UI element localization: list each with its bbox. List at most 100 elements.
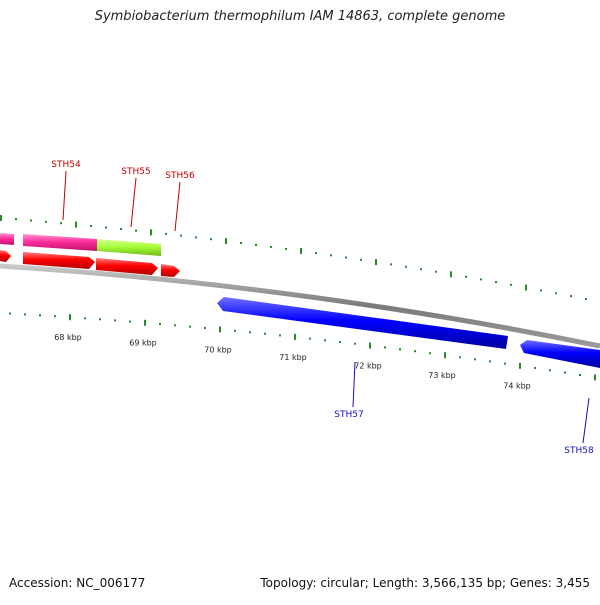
minor-tick xyxy=(189,325,191,328)
minor-tick xyxy=(204,327,206,329)
major-tick xyxy=(525,284,527,291)
feature-magenta-left xyxy=(0,233,14,245)
minor-tick xyxy=(585,298,587,300)
accession-text: Accession: NC_006177 xyxy=(9,576,146,590)
minor-tick xyxy=(234,329,236,332)
genome-summary-text: Topology: circular; Length: 3,566,135 bp… xyxy=(260,576,590,590)
minor-tick xyxy=(315,252,317,255)
major-tick xyxy=(369,342,371,349)
minor-tick xyxy=(390,263,392,266)
scale-label: 68 kbp xyxy=(54,333,82,342)
minor-tick xyxy=(195,236,197,239)
gene-label-forward: STH55 xyxy=(121,167,150,177)
minor-tick xyxy=(480,278,482,281)
major-tick xyxy=(519,362,521,369)
minor-tick xyxy=(330,254,332,257)
gene-leader-line xyxy=(582,397,590,444)
scale-label: 72 kbp xyxy=(354,361,382,370)
minor-tick xyxy=(39,314,41,317)
minor-tick xyxy=(429,352,431,355)
minor-tick xyxy=(285,247,287,250)
scale-label: 74 kbp xyxy=(503,382,531,391)
cds-forward-arrow xyxy=(23,252,95,269)
minor-tick xyxy=(510,283,512,286)
minor-tick xyxy=(165,232,167,235)
major-tick xyxy=(0,215,2,221)
minor-tick xyxy=(420,268,422,271)
minor-tick xyxy=(555,292,557,295)
minor-tick xyxy=(564,371,566,374)
minor-tick xyxy=(90,225,92,227)
annotation-labels: 68 kbp 69 kbp 70 kbp 71 kbp 72 kbp 73 kbp 74 k… xyxy=(51,160,594,456)
minor-tick xyxy=(129,320,131,323)
page-title: Symbiobacterium thermophilum IAM 14863, … xyxy=(94,9,506,24)
minor-tick xyxy=(534,367,536,369)
feature-green xyxy=(97,239,161,256)
major-tick xyxy=(225,238,227,245)
genome-backbone xyxy=(0,263,600,349)
minor-tick xyxy=(30,219,32,222)
minor-tick xyxy=(54,315,56,318)
minor-tick xyxy=(540,289,542,292)
minor-tick xyxy=(180,234,182,237)
major-tick xyxy=(150,229,152,236)
minor-tick xyxy=(384,346,386,349)
gene-label-reverse: STH57 xyxy=(334,410,363,420)
minor-tick xyxy=(270,245,272,248)
minor-tick xyxy=(45,220,47,223)
gene-label-forward: STH54 xyxy=(51,160,81,170)
major-tick xyxy=(300,248,302,254)
minor-tick xyxy=(255,243,257,246)
minor-tick xyxy=(24,313,26,316)
scale-label: 71 kbp xyxy=(279,353,307,362)
minor-tick xyxy=(15,218,17,221)
minor-tick xyxy=(495,281,497,284)
minor-tick xyxy=(435,270,437,273)
minor-tick xyxy=(99,318,101,321)
minor-tick xyxy=(504,362,506,365)
minor-tick xyxy=(114,319,116,322)
cds-forward-arrow xyxy=(96,258,158,275)
cds-forward-arrow xyxy=(0,250,11,262)
minor-tick xyxy=(60,222,62,225)
cds-reverse-arrow xyxy=(217,297,508,349)
scale-label: 69 kbp xyxy=(129,339,157,348)
major-tick xyxy=(219,326,221,333)
minor-tick xyxy=(120,228,122,230)
gene-leader-line xyxy=(174,181,181,232)
major-tick xyxy=(144,319,146,326)
minor-tick xyxy=(489,360,491,363)
major-tick xyxy=(444,352,446,359)
minor-tick xyxy=(210,238,212,241)
minor-tick xyxy=(414,350,416,353)
scale-label: 73 kbp xyxy=(428,371,456,380)
minor-tick xyxy=(84,317,86,320)
minor-tick xyxy=(345,256,347,259)
minor-tick xyxy=(405,265,407,268)
minor-tick xyxy=(249,331,251,334)
scale-label: 70 kbp xyxy=(204,345,232,354)
minor-tick xyxy=(159,323,161,325)
feature-magenta xyxy=(23,234,97,251)
major-tick xyxy=(450,271,452,278)
gene-leader-line xyxy=(130,177,137,228)
minor-tick xyxy=(549,369,551,372)
minor-tick xyxy=(474,358,476,361)
minor-tick xyxy=(9,312,11,315)
minor-tick xyxy=(105,226,107,229)
minor-tick xyxy=(174,324,176,327)
tick-marks xyxy=(0,215,596,381)
major-tick xyxy=(75,221,77,228)
gene-label-reverse: STH58 xyxy=(564,446,594,456)
major-tick xyxy=(69,314,71,321)
minor-tick xyxy=(459,356,461,359)
major-tick xyxy=(594,374,596,381)
major-tick xyxy=(294,333,296,340)
minor-tick xyxy=(324,339,326,342)
minor-tick xyxy=(339,341,341,343)
minor-tick xyxy=(309,337,311,340)
minor-tick xyxy=(354,342,356,345)
minor-tick xyxy=(579,374,581,376)
